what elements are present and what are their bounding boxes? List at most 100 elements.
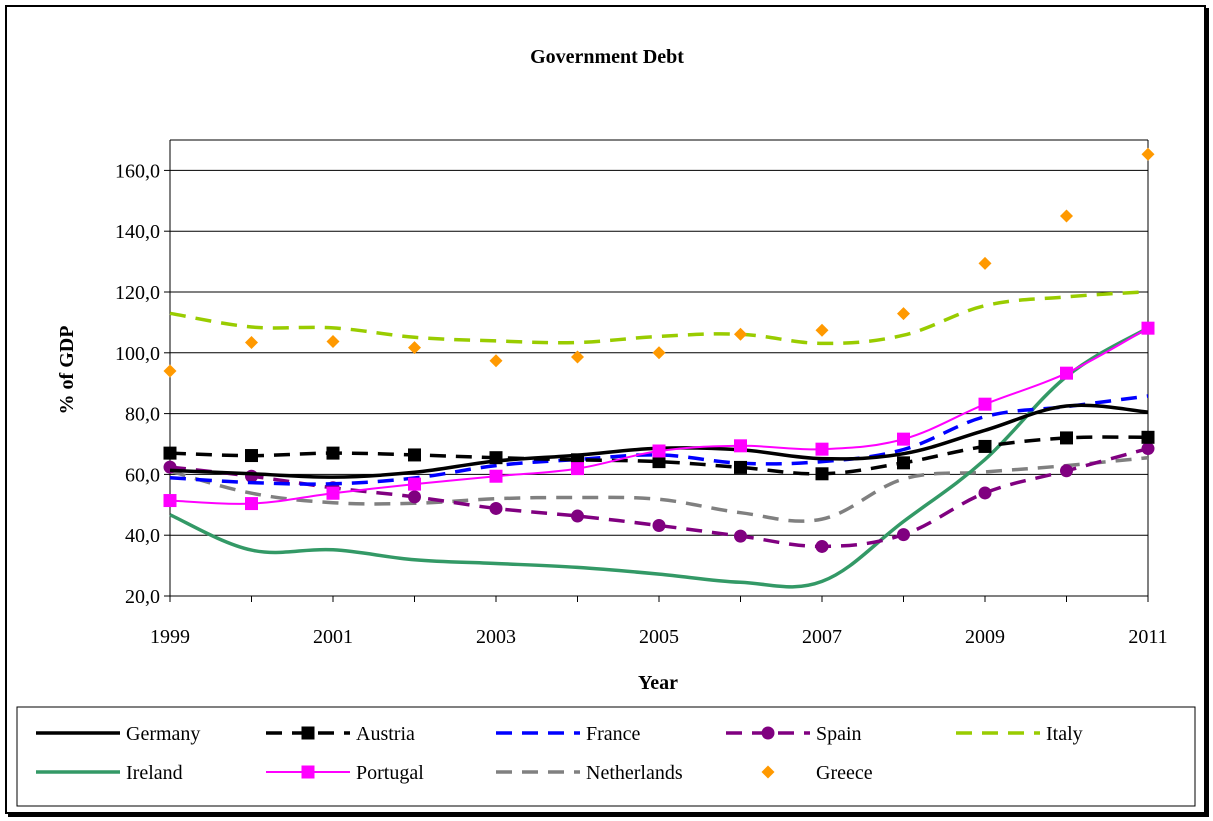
data-point-portugal [408, 477, 421, 491]
legend: Germany Austria France Spain Italy Ireland Por… [16, 706, 1196, 807]
chart-title: Government Debt [530, 46, 684, 68]
x-tick-label: 2011 [1128, 626, 1167, 648]
legend-label-netherlands: Netherlands [586, 762, 683, 784]
data-point-greece [245, 335, 258, 349]
data-point-portugal [245, 497, 258, 511]
data-point-spain [897, 528, 910, 542]
data-point-spain [245, 469, 258, 483]
y-tick-label: 100,0 [115, 343, 160, 365]
y-tick-label: 120,0 [115, 282, 160, 304]
data-point-greece [978, 256, 992, 270]
plot-area: 20,0 40,0 60,0 80,0 100,0 120,0 140,0 160,0 1999… [115, 139, 1168, 648]
data-point-greece [489, 354, 503, 368]
data-point-portugal [815, 442, 829, 456]
legend-marker-greece [761, 765, 775, 779]
data-point-austria [245, 449, 258, 463]
data-point-greece [326, 335, 340, 349]
legend-label-france: France [586, 723, 641, 745]
legend-item-austria: Austria [266, 723, 415, 745]
legend-item-germany: Germany [36, 723, 200, 745]
data-point-portugal [978, 397, 992, 411]
data-point-spain [978, 486, 992, 500]
data-point-portugal [1060, 366, 1073, 380]
legend-marker-austria [301, 726, 315, 740]
data-point-spain [408, 490, 421, 504]
data-point-spain [815, 539, 829, 553]
data-point-greece [571, 350, 584, 364]
y-tick-label: 60,0 [125, 464, 160, 486]
y-tick-label: 40,0 [125, 525, 160, 547]
data-point-greece [408, 341, 421, 355]
series-line-france [169, 394, 1149, 486]
data-point-greece [897, 307, 910, 321]
legend-label-portugal: Portugal [356, 762, 424, 784]
legend-label-italy: Italy [1046, 723, 1083, 745]
x-tick-label: 1999 [150, 626, 190, 648]
x-axis-title: Year [638, 672, 678, 694]
series-line-ireland [169, 326, 1149, 589]
data-point-austria [815, 467, 829, 481]
data-point-portugal [897, 432, 910, 446]
y-tick-label: 80,0 [125, 404, 160, 426]
y-tick-label: 20,0 [125, 586, 160, 608]
legend-item-ireland: Ireland [36, 762, 183, 784]
data-point-austria [408, 448, 421, 462]
legend-label-spain: Spain [816, 723, 862, 745]
data-point-portugal [571, 462, 584, 476]
data-point-austria [734, 460, 747, 474]
legend-label-austria: Austria [356, 723, 415, 745]
legend-item-portugal: Portugal [266, 762, 424, 784]
data-point-portugal [734, 439, 747, 453]
x-tick-label: 2003 [476, 626, 516, 648]
data-point-spain [1141, 442, 1155, 456]
data-point-spain [734, 529, 747, 543]
data-point-portugal [163, 494, 177, 508]
data-point-austria [652, 455, 666, 469]
data-point-greece [1141, 147, 1155, 161]
data-point-portugal [489, 469, 503, 483]
data-point-austria [1141, 430, 1155, 444]
data-point-austria [978, 439, 992, 453]
series-greece [163, 147, 1155, 378]
data-point-spain [489, 501, 503, 515]
legend-box [16, 706, 1196, 807]
data-point-spain [1060, 464, 1073, 478]
data-point-austria [163, 446, 177, 460]
series-line-netherlands [169, 455, 1149, 523]
data-point-greece [163, 364, 177, 378]
data-point-portugal [326, 486, 340, 500]
data-point-portugal [652, 444, 666, 458]
x-tick-label: 2001 [313, 626, 353, 648]
legend-item-italy: Italy [956, 723, 1083, 745]
series-france [169, 394, 1149, 486]
x-tick-label: 2007 [802, 626, 842, 648]
legend-marker-spain [761, 726, 775, 740]
legend-item-spain: Spain [726, 723, 862, 745]
data-point-austria [1060, 431, 1073, 445]
data-point-greece [1060, 209, 1073, 223]
data-point-austria [326, 446, 340, 460]
series-line-italy [169, 289, 1149, 346]
y-tick-label: 140,0 [115, 221, 160, 243]
data-point-greece [734, 327, 747, 341]
data-point-spain [571, 509, 584, 523]
series-ireland [169, 326, 1149, 589]
legend-label-greece: Greece [816, 762, 873, 784]
y-tick-label: 160,0 [115, 160, 160, 182]
series-netherlands [169, 455, 1149, 523]
series-portugal [163, 321, 1155, 511]
data-point-spain [652, 518, 666, 532]
legend-item-greece: Greece [761, 762, 873, 784]
x-tick-label: 2005 [639, 626, 679, 648]
legend-label-germany: Germany [126, 723, 200, 745]
legend-label-ireland: Ireland [126, 762, 183, 784]
data-point-greece [815, 323, 829, 337]
series-italy [169, 289, 1149, 346]
y-axis-title: % of GDP [56, 326, 78, 415]
data-point-austria [897, 456, 910, 470]
legend-item-netherlands: Netherlands [496, 762, 683, 784]
legend-marker-portugal [301, 765, 315, 779]
x-tick-label: 2009 [965, 626, 1005, 648]
legend-item-france: France [496, 723, 641, 745]
